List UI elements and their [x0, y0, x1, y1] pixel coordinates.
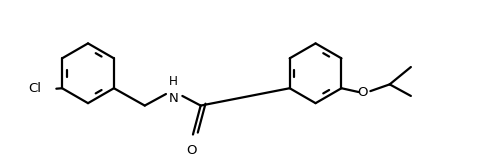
Text: O: O: [358, 86, 368, 99]
Text: Cl: Cl: [28, 82, 41, 95]
Text: N: N: [169, 92, 178, 105]
Text: O: O: [186, 144, 197, 157]
Text: H: H: [169, 75, 178, 88]
